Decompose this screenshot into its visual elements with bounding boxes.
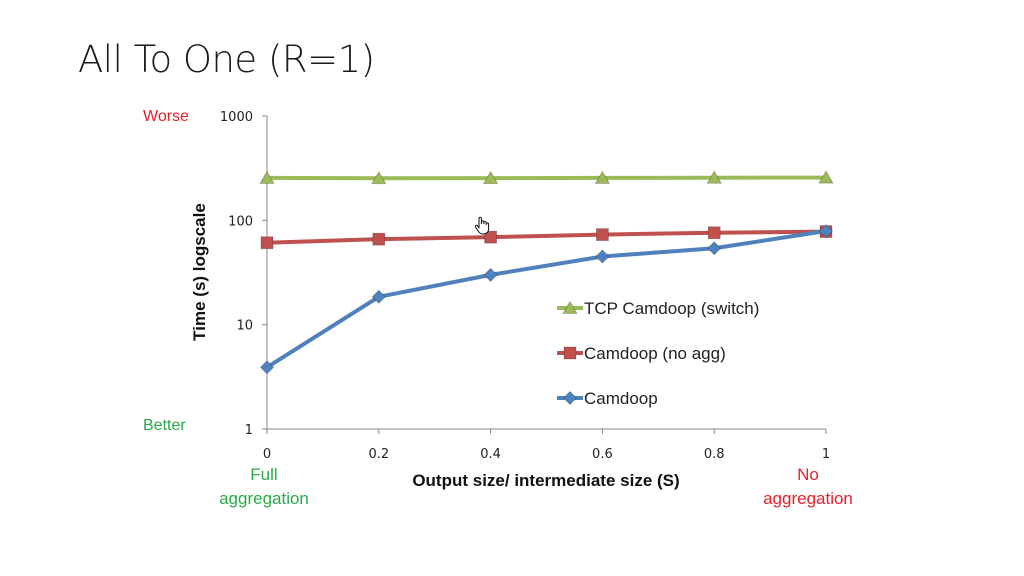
no-aggregation-note: No aggregation — [738, 463, 878, 511]
data-point — [706, 170, 722, 184]
series-1 — [260, 225, 833, 250]
worse-label: Worse — [143, 108, 189, 125]
data-point — [484, 230, 498, 244]
data-point — [259, 170, 275, 184]
series-layer — [259, 170, 834, 375]
axes: 1 10 100 1000 0 0.2 0.4 0.6 0.8 1 Output size/ int… — [190, 110, 830, 490]
full-aggregation-line1: Full — [250, 465, 278, 484]
data-point — [818, 170, 834, 184]
data-point — [596, 228, 609, 241]
series-0 — [259, 170, 834, 185]
data-point — [483, 267, 498, 282]
x-tick-label: 0.6 — [592, 447, 613, 462]
full-aggregation-note: Full aggregation — [194, 463, 334, 511]
legend-marker — [562, 300, 578, 314]
data-point — [707, 226, 721, 240]
data-point — [372, 232, 386, 246]
full-aggregation-line2: aggregation — [219, 489, 309, 508]
data-point — [707, 241, 722, 256]
legend-label: Camdoop — [584, 389, 658, 408]
no-aggregation-line1: No — [797, 465, 819, 484]
x-tick-label: 0.8 — [704, 447, 725, 462]
series-2 — [259, 223, 834, 375]
hand-cursor-icon — [474, 216, 490, 235]
x-tick-label: 1 — [822, 447, 830, 462]
legend: TCP Camdoop (switch) Camdoop (no agg) Camd… — [557, 299, 759, 408]
data-point — [371, 289, 386, 304]
x-axis-label: Output size/ intermediate size (S) — [412, 471, 679, 490]
legend-entry: Camdoop — [557, 389, 658, 408]
data-point — [482, 170, 499, 184]
data-point — [595, 249, 610, 264]
y-tick-label: 1000 — [220, 110, 253, 125]
series-line — [265, 175, 828, 181]
data-point — [594, 170, 611, 184]
legend-entry: Camdoop (no agg) — [557, 344, 726, 363]
x-tick-label: 0 — [263, 447, 271, 462]
legend-marker — [562, 390, 578, 406]
series-line — [265, 229, 828, 245]
slide-title: All To One (R=1) — [78, 38, 375, 81]
legend-entry: TCP Camdoop (switch) — [557, 299, 759, 318]
data-point — [260, 236, 274, 250]
y-tick-label: 1 — [245, 423, 253, 438]
legend-marker — [563, 346, 577, 360]
legend-label: TCP Camdoop (switch) — [584, 299, 759, 318]
data-point — [259, 360, 275, 375]
data-point — [818, 223, 834, 239]
no-aggregation-line2: aggregation — [763, 489, 853, 508]
x-tick-label: 0.2 — [368, 447, 389, 462]
x-tick-label: 0.4 — [480, 447, 501, 462]
series-line — [265, 229, 828, 370]
y-axis-label: Time (s) logscale — [190, 203, 209, 341]
y-tick-label: 100 — [228, 214, 253, 229]
legend-label: Camdoop (no agg) — [584, 344, 726, 363]
data-point — [371, 170, 387, 185]
better-label: Better — [143, 417, 186, 434]
y-tick-label: 10 — [236, 319, 253, 334]
